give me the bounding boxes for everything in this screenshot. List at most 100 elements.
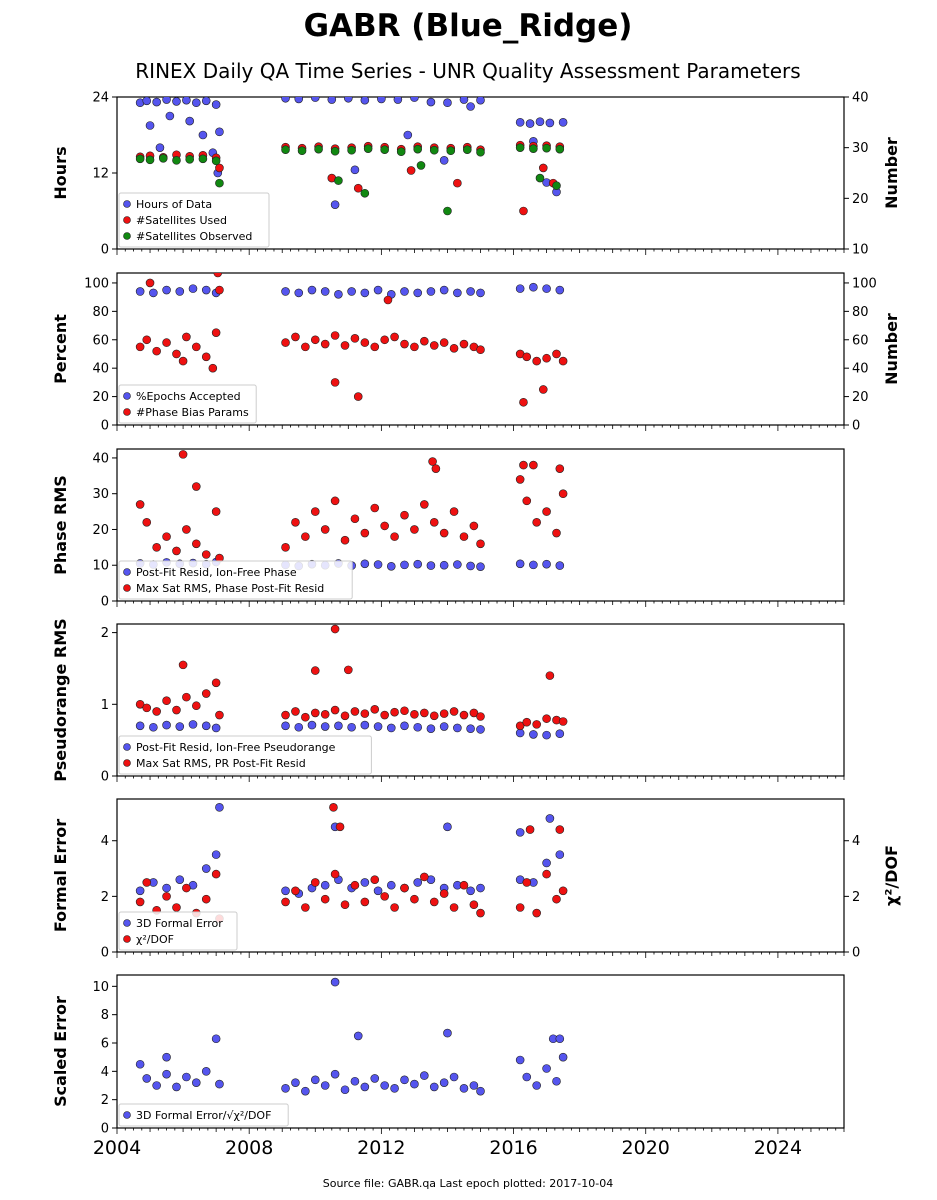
data-point-blue (373, 722, 383, 731)
legend-label: %Epochs Accepted (136, 390, 241, 403)
data-point-blue (542, 730, 551, 740)
data-point-blue (211, 100, 221, 109)
data-point-blue (459, 1084, 469, 1093)
data-point-blue (410, 97, 419, 102)
data-point-blue (453, 723, 462, 733)
data-point-red (281, 897, 290, 907)
data-point-green (347, 145, 356, 155)
legend-box (118, 192, 270, 248)
data-point-red (215, 285, 224, 295)
data-point-blue (201, 97, 211, 106)
data-point-red (301, 342, 310, 352)
data-point-red (420, 500, 429, 509)
points-group (135, 624, 568, 740)
data-point-blue (347, 722, 356, 732)
data-point-red (291, 886, 300, 896)
data-point-green (172, 156, 181, 165)
data-point-red (469, 521, 479, 531)
y2-tick-label: 2 (852, 890, 860, 905)
data-point-blue (330, 200, 340, 209)
legend-box (118, 911, 238, 951)
data-point-red (390, 332, 399, 342)
data-point-blue (135, 721, 145, 731)
data-point-blue (360, 288, 370, 298)
data-point-red (211, 869, 221, 879)
data-point-red (538, 163, 548, 173)
data-point-green (542, 143, 551, 153)
data-point-blue (330, 977, 340, 987)
data-point-red (330, 705, 340, 715)
data-point-blue (347, 287, 356, 296)
data-point-red (301, 532, 310, 541)
data-point-red (542, 714, 551, 723)
data-point-red (410, 342, 419, 352)
data-point-blue (301, 1086, 310, 1096)
data-point-red (350, 334, 360, 343)
data-point-blue (360, 97, 370, 105)
data-point-red (370, 705, 380, 714)
data-point-blue (469, 1081, 479, 1090)
legend-label: Max Sat RMS, PR Post-Fit Resid (136, 757, 306, 770)
data-point-blue (555, 729, 565, 738)
data-point-blue (373, 886, 383, 896)
data-point-blue (400, 1075, 409, 1085)
legend-marker (123, 408, 131, 416)
data-point-blue (426, 561, 436, 570)
data-point-green (334, 176, 343, 185)
data-point-blue (162, 883, 171, 893)
legend-label: χ²/DOF (136, 933, 174, 946)
data-point-red (353, 392, 363, 401)
data-point-blue (542, 1064, 551, 1073)
data-point-red (380, 892, 389, 901)
data-point-blue (281, 287, 290, 296)
data-point-blue (515, 559, 525, 569)
data-point-blue (515, 1055, 525, 1065)
data-point-green (443, 206, 452, 216)
data-point-red (476, 345, 485, 355)
y-axis-label: Percent (51, 314, 70, 384)
data-point-blue (552, 1076, 561, 1086)
legend-label: Hours of Data (136, 198, 212, 211)
data-point-blue (145, 121, 155, 130)
data-point-blue (201, 1067, 211, 1076)
data-point-red (310, 666, 320, 675)
data-point-red (429, 897, 439, 907)
legend: 3D Formal Error χ²/DOF (118, 911, 238, 951)
data-point-green (535, 173, 545, 183)
data-point-blue (192, 98, 201, 107)
data-point-red (522, 878, 532, 887)
data-point-blue (172, 97, 181, 106)
data-point-red (515, 475, 525, 484)
data-point-red (135, 700, 145, 709)
data-point-blue (334, 290, 343, 299)
data-point-blue (201, 285, 211, 295)
data-point-blue (340, 1085, 350, 1095)
y2-tick-label: 60 (852, 333, 869, 348)
data-point-blue (466, 561, 475, 571)
data-point-red (476, 539, 485, 549)
data-point-blue (476, 288, 485, 298)
data-point-red (439, 709, 449, 718)
data-point-blue (380, 1081, 389, 1090)
data-point-red (162, 696, 171, 706)
data-point-blue (529, 730, 538, 739)
data-point-red (330, 624, 340, 634)
data-point-green (158, 154, 168, 163)
data-point-blue (466, 287, 475, 296)
data-point-blue (532, 1081, 541, 1090)
data-point-red (320, 894, 330, 904)
data-point-red (142, 335, 152, 345)
data-point-blue (449, 1072, 459, 1082)
data-point-green (476, 147, 485, 157)
data-point-red (182, 332, 191, 342)
y-axis-label: Formal Error (51, 819, 70, 932)
data-point-red (172, 349, 181, 359)
data-point-red (515, 721, 525, 731)
legend: Post-Fit Resid, Ion-Free Phase Max Sat RM… (118, 560, 353, 600)
data-point-red (135, 897, 145, 907)
data-point-blue (162, 97, 171, 104)
data-point-red (519, 206, 528, 216)
data-point-red (310, 507, 320, 516)
data-point-red (360, 709, 370, 718)
data-point-blue (330, 1069, 340, 1079)
